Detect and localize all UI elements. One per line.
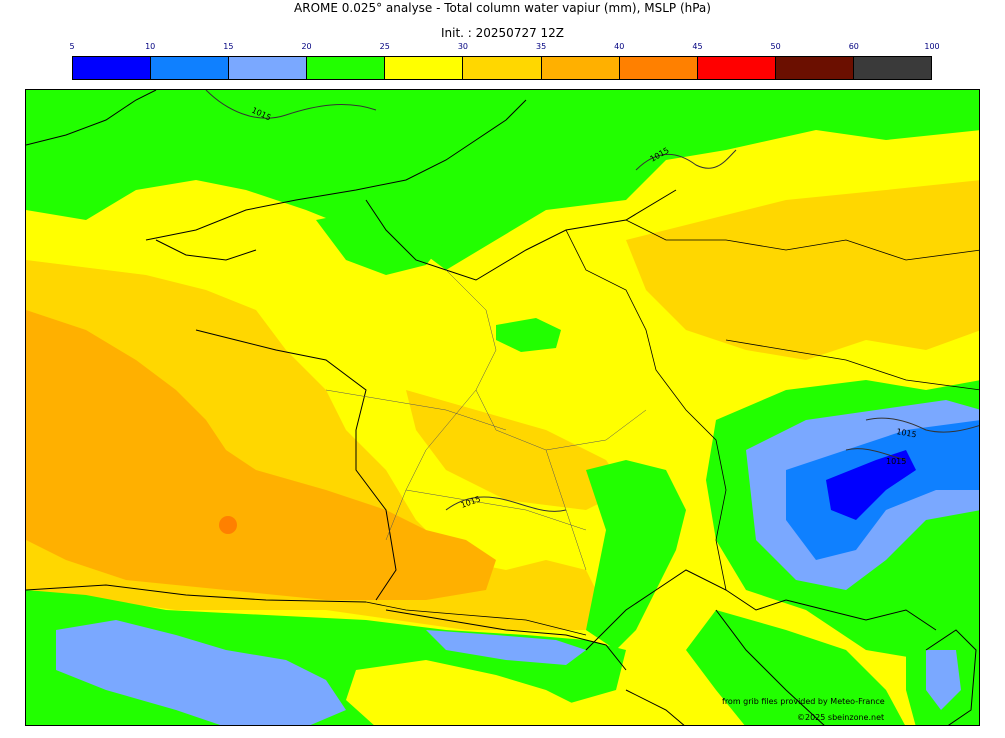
- field-west-orange: [26, 310, 496, 600]
- isobar-label-1015-alps-2: 1015: [886, 457, 906, 466]
- colorbar-segment-8: [619, 57, 698, 79]
- map-title: AROME 0.025° analyse - Total column wate…: [294, 1, 711, 15]
- colorbar-tick-label: 15: [223, 42, 234, 51]
- field-se-green: [586, 460, 686, 650]
- colorbar-tick-label: 35: [535, 42, 547, 51]
- field-east-gold: [626, 180, 979, 360]
- colorbar-segment-5: [385, 57, 464, 79]
- isobars: [205, 90, 979, 512]
- field-north-green-2: [316, 210, 446, 275]
- field-center-gold: [406, 390, 626, 510]
- region-borders: [325, 269, 647, 571]
- colorbar-tick-label: 20: [301, 42, 312, 51]
- colorbar-tick-label: 5: [69, 42, 75, 51]
- colorbar-segment-10: [775, 57, 854, 79]
- colorbar-tick-label: 50: [770, 42, 781, 51]
- field-italy-green: [686, 610, 905, 725]
- coastlines: [26, 90, 977, 725]
- colorbar-tick-label: 30: [457, 42, 468, 51]
- field-spain-blue-2: [426, 630, 586, 665]
- colorbar: [72, 56, 932, 80]
- field-spain-yellow: [346, 660, 586, 725]
- field-spain-blue: [56, 620, 346, 725]
- init-time: Init. : 20250727 12Z: [440, 26, 565, 40]
- colorbar-ticks: 5 10 15 20 25 30 35 40 45 50 60 100: [69, 42, 939, 54]
- colorbar-segment-3: [229, 57, 308, 79]
- colorbar-segment-7: [541, 57, 620, 79]
- colorbar-tick-label: 25: [379, 42, 390, 51]
- isobar-label-1015-alps: 1015: [896, 427, 918, 439]
- colorbar-tick-label: 40: [614, 42, 625, 51]
- colorbar-segment-1: [73, 57, 152, 79]
- colorbar-segment-2: [151, 57, 230, 79]
- field-green-blob-center: [496, 318, 561, 352]
- copyright-credit: ©2025 sbeinzone.net: [797, 713, 885, 722]
- field-alps-darkblue: [826, 450, 916, 520]
- colorbar-segment-11: [853, 57, 932, 79]
- colorbar-tick-label: 45: [692, 42, 703, 51]
- weather-map: 1015 1015 1015 1015 1015: [25, 89, 980, 726]
- colorbar-tick-label: 60: [848, 42, 859, 51]
- colorbar-segment-6: [463, 57, 542, 79]
- colorbar-segment-4: [307, 57, 386, 79]
- colorbar-segment-9: [697, 57, 776, 79]
- colorbar-tick-label: 100: [924, 42, 940, 51]
- colorbar-tick-label: 10: [145, 42, 156, 51]
- field-orange-spot: [219, 516, 237, 534]
- data-source-credit: from grib files provided by Meteo-France: [722, 697, 885, 706]
- country-borders: [365, 219, 979, 636]
- field-north-green: [26, 90, 979, 270]
- field-corsica-blue: [926, 650, 961, 710]
